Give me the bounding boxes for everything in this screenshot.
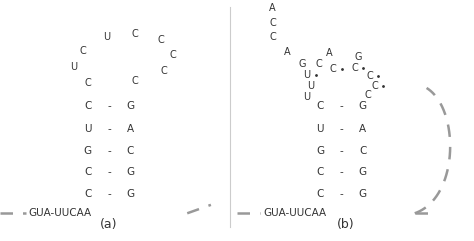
Text: C: C xyxy=(84,101,91,111)
Text: U: U xyxy=(103,32,110,42)
Text: G: G xyxy=(358,189,367,199)
Text: -: - xyxy=(339,167,343,177)
Text: U: U xyxy=(303,92,311,102)
Text: C: C xyxy=(84,78,91,88)
Text: -: - xyxy=(107,167,111,177)
Text: A: A xyxy=(269,3,276,13)
Text: G: G xyxy=(83,146,92,156)
Text: G: G xyxy=(358,167,367,177)
Text: G: G xyxy=(316,146,324,156)
Text: C: C xyxy=(359,146,366,156)
Text: U: U xyxy=(70,62,77,73)
Text: -: - xyxy=(339,124,343,134)
Text: G: G xyxy=(126,101,135,111)
Text: C: C xyxy=(269,18,276,28)
Text: (a): (a) xyxy=(100,218,118,231)
Text: G: G xyxy=(126,167,135,177)
Text: C: C xyxy=(269,32,276,42)
Text: -: - xyxy=(107,189,111,199)
Text: U: U xyxy=(303,70,311,80)
Text: GUA-UUCAA: GUA-UUCAA xyxy=(28,208,91,218)
Text: -: - xyxy=(107,101,111,111)
Text: C: C xyxy=(170,50,176,60)
Text: U: U xyxy=(307,80,314,91)
Text: A: A xyxy=(283,47,290,57)
Text: C: C xyxy=(127,146,134,156)
Text: C: C xyxy=(80,46,86,56)
Text: GUA-UUCAA: GUA-UUCAA xyxy=(263,208,326,218)
Text: A: A xyxy=(359,124,366,134)
Text: G: G xyxy=(299,59,306,69)
Text: C: C xyxy=(316,101,324,111)
Text: U: U xyxy=(316,124,324,134)
Text: G: G xyxy=(358,101,367,111)
Text: -: - xyxy=(339,101,343,111)
Text: C: C xyxy=(330,64,337,74)
Text: (b): (b) xyxy=(337,218,355,231)
Text: U: U xyxy=(84,124,91,134)
Text: G: G xyxy=(126,189,135,199)
Text: A: A xyxy=(326,48,333,58)
Text: A: A xyxy=(127,124,134,134)
Text: C: C xyxy=(132,76,138,86)
Text: C: C xyxy=(371,80,378,91)
Text: C: C xyxy=(316,167,324,177)
Text: C: C xyxy=(365,90,372,100)
Text: C: C xyxy=(160,66,167,76)
Text: C: C xyxy=(351,63,358,73)
Text: C: C xyxy=(84,189,91,199)
Text: G: G xyxy=(354,52,362,62)
Text: -: - xyxy=(339,146,343,156)
Text: -: - xyxy=(107,146,111,156)
Text: -: - xyxy=(107,124,111,134)
Text: C: C xyxy=(316,189,324,199)
Text: -: - xyxy=(339,189,343,199)
Text: C: C xyxy=(84,167,91,177)
Text: C: C xyxy=(366,71,373,81)
Text: C: C xyxy=(158,35,164,45)
Text: C: C xyxy=(315,59,322,69)
Text: C: C xyxy=(132,29,138,39)
